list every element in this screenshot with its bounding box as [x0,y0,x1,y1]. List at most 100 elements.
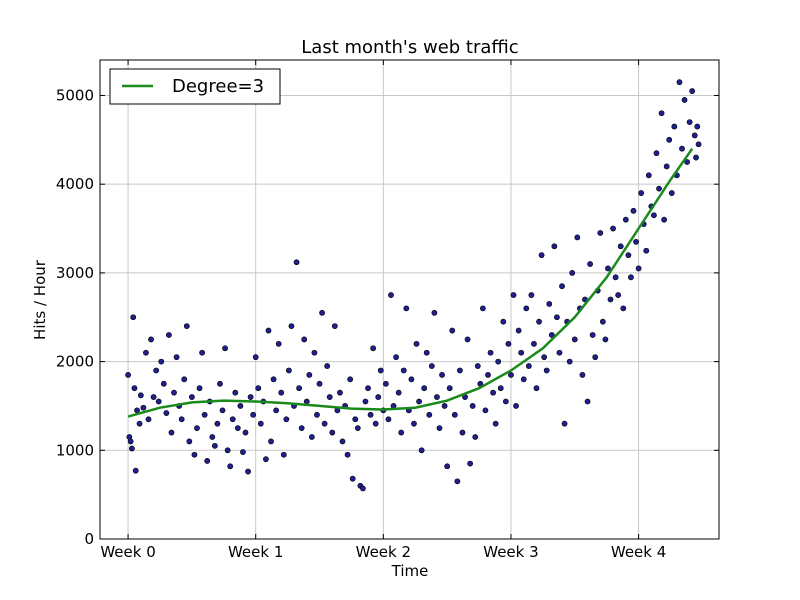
scatter-point [137,392,144,399]
scatter-point [533,385,540,392]
y-axis-label: Hits / Hour [31,259,49,340]
scatter-point [314,411,320,418]
y-tick-label: 5000 [56,86,94,104]
scatter-point [130,314,137,321]
scatter-point [155,398,162,405]
scatter-point [612,274,619,281]
x-tick-label: Week 0 [100,543,155,561]
scatter-point [201,411,208,418]
scatter-point [658,110,665,117]
scatter-point [347,376,354,383]
scatter-point [150,394,157,400]
scatter-point [666,136,673,143]
scatter-point [293,259,300,266]
scatter-point [250,411,257,418]
scatter-point [628,274,634,281]
scatter-point [528,292,535,298]
scatter-point [679,145,685,152]
scatter-point [686,119,693,125]
scatter-point [676,79,683,86]
scatter-point [502,398,509,405]
scatter-point [645,172,652,179]
scatter-point [337,389,343,396]
scatter-point [273,407,280,414]
scatter-point [160,380,167,387]
scatter-point [492,420,499,427]
scatter-point [183,323,190,330]
scatter-point [653,150,660,157]
scatter-point [597,230,604,236]
scatter-point [444,463,451,470]
scatter-point [482,407,489,414]
legend-label: Degree=3 [172,76,264,97]
scatter-point [263,456,269,463]
x-tick-label: Week 3 [483,543,538,561]
scatter-point [561,420,568,427]
scatter-point [651,212,657,219]
scatter-point [617,243,624,250]
scatter-point [663,163,670,170]
scatter-point [638,190,645,196]
scatter-point [219,407,226,414]
scatter-point [421,385,428,392]
scatter-point [324,363,331,369]
scatter-point [178,416,185,423]
scatter-point [469,403,476,409]
y-tick-label: 3000 [56,264,94,282]
scatter-point [296,385,303,392]
y-tick-label: 4000 [56,175,94,193]
scatter-point [411,420,417,427]
scatter-point [684,159,690,165]
scatter-point [454,478,461,485]
scatter-point [298,425,305,432]
scatter-point [268,438,274,445]
scatter-point [308,434,315,440]
scatter-point [306,371,313,378]
scatter-point [607,296,614,303]
scatter-point [434,394,440,400]
scatter-point [436,425,443,432]
scatter-point [635,265,642,272]
scatter-point [388,292,394,298]
scatter-point [531,340,537,347]
scatter-point [186,438,193,445]
scatter-point [490,389,496,396]
x-tick-label: Week 1 [228,543,283,561]
scatter-point [487,349,494,356]
scatter-point [513,403,519,409]
scatter-point [398,429,405,436]
scatter-point [171,389,177,396]
scatter-point [382,380,389,387]
scatter-point [229,416,236,423]
y-tick-label: 1000 [56,441,94,459]
scatter-point [158,358,165,365]
scatter-point [362,398,369,405]
scatter-point [413,340,420,347]
scatter-point [316,380,323,387]
scatter-point [671,123,678,130]
scatter-point [633,238,639,245]
scatter-point [127,438,134,445]
scatter-point [224,447,231,454]
scatter-point [301,336,308,343]
scatter-point [217,380,223,387]
scatter-point [418,447,425,454]
scatter-point [681,97,688,103]
scatter-point [140,404,147,411]
scatter-point [538,252,545,259]
scatter-point [602,336,609,343]
scatter-series [125,79,702,492]
scatter-point [311,349,318,356]
scatter-point [204,458,211,464]
scatter-point [329,429,336,436]
scatter-point [523,305,530,312]
scatter-point [518,349,525,356]
scatter-point [321,420,328,427]
scatter-point [500,318,507,325]
scatter-point [385,416,392,423]
scatter-point [691,132,698,139]
scatter-point [446,385,453,392]
scatter-point [232,389,239,396]
scatter-point [125,371,131,378]
scatter-point [571,336,578,343]
